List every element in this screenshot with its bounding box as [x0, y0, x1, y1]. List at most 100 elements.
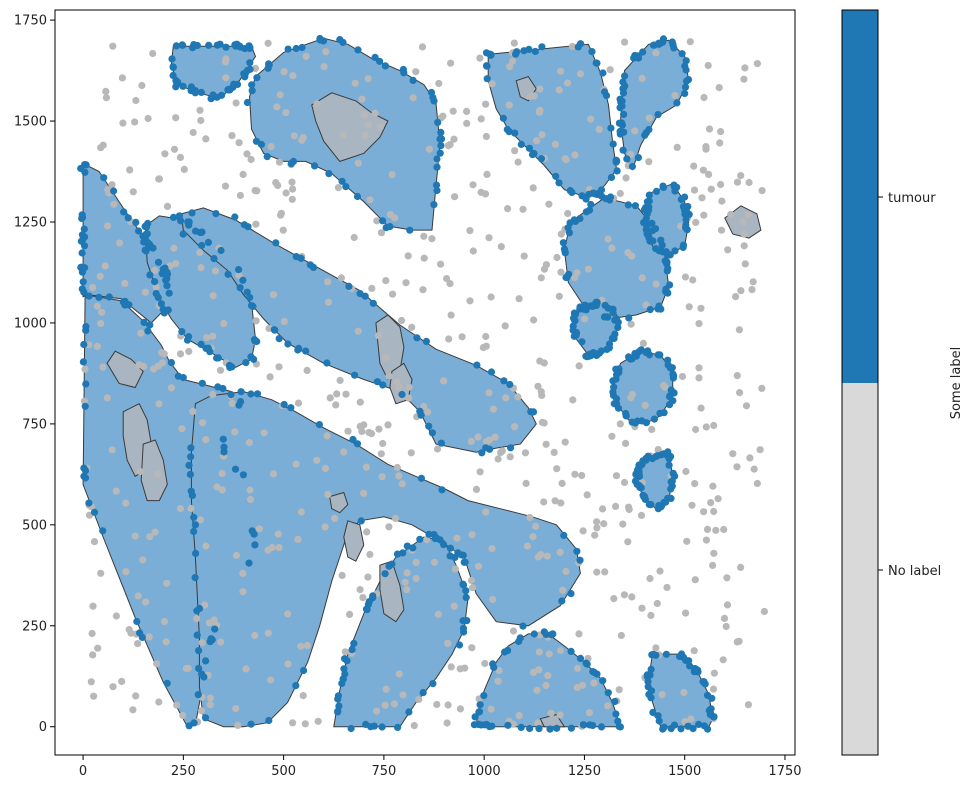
no-label-cell [342, 390, 350, 398]
tumour-cell [248, 81, 256, 89]
no-label-cell [692, 425, 700, 434]
tumour-cell [471, 713, 479, 721]
tumour-cell [400, 69, 408, 77]
tumour-cell [416, 535, 424, 543]
no-label-cell [313, 100, 321, 108]
no-label-cell [405, 394, 413, 402]
no-label-cell [289, 185, 297, 193]
no-label-cell [321, 523, 329, 531]
no-label-cell [136, 467, 144, 476]
no-label-cell [723, 574, 731, 582]
no-label-cell [702, 143, 710, 151]
tumour-cell [85, 499, 93, 507]
no-label-cell [280, 68, 288, 76]
tumour-cell [654, 351, 662, 359]
no-label-cell [551, 497, 559, 505]
no-label-cell [239, 170, 247, 178]
no-label-cell [692, 218, 700, 226]
no-label-cell [621, 38, 629, 46]
no-label-cell [645, 158, 653, 166]
tumour-cell [579, 721, 587, 729]
no-label-cell [682, 609, 690, 617]
tumour-cell [357, 517, 365, 525]
no-label-cell [710, 507, 718, 516]
no-label-cell [108, 446, 116, 454]
tumour-cell [682, 206, 690, 215]
no-label-cell [538, 391, 546, 399]
no-label-cell [485, 389, 493, 397]
tumour-cell [645, 126, 653, 134]
no-label-cell [483, 170, 491, 178]
no-label-cell [197, 707, 206, 715]
tumour-cell [272, 239, 280, 247]
tumour-cell [658, 502, 666, 510]
no-label-cell [581, 315, 589, 323]
tumour-cell [604, 313, 612, 321]
tumour-cell [78, 249, 86, 257]
tumour-cell [198, 379, 206, 387]
tumour-cell [668, 482, 676, 490]
tumour-cell [427, 88, 436, 97]
tumour-cell [120, 208, 128, 216]
tumour-cell [599, 677, 607, 685]
no-label-cell [509, 627, 518, 635]
tumour-cell [152, 290, 160, 298]
tumour-cell [612, 710, 620, 718]
tumour-cell [604, 689, 612, 697]
tumour-cell [224, 270, 232, 278]
no-label-cell [534, 719, 542, 727]
y-tick-label: 1750 [14, 14, 47, 29]
no-label-cell [366, 550, 374, 559]
tumour-cell [625, 314, 633, 322]
tumour-cell [611, 697, 619, 706]
colorbar-title: Some label [949, 347, 964, 419]
tumour-cell [190, 513, 198, 521]
no-label-cell [656, 567, 664, 575]
no-label-cell [591, 531, 599, 539]
no-label-cell [350, 233, 358, 242]
tumour-cell [654, 712, 662, 720]
tumour-cell [80, 472, 88, 480]
tumour-cell [239, 276, 247, 284]
no-label-cell [720, 614, 729, 623]
tumour-cell [668, 38, 676, 46]
tumour-cell [245, 559, 253, 567]
tumour-cell [570, 314, 578, 322]
no-label-cell [717, 226, 726, 234]
tumour-cell [379, 217, 387, 225]
no-label-cell [269, 470, 278, 478]
tumour-cell [645, 203, 653, 211]
no-label-cell [604, 235, 612, 243]
tumour-cell [642, 348, 650, 356]
tumour-cell [671, 472, 679, 480]
no-label-cell [375, 425, 383, 433]
no-label-cell [563, 79, 572, 87]
no-label-cell [199, 419, 207, 427]
tumour-cell [602, 195, 610, 203]
colorbar-label-tumour: tumour [888, 191, 936, 206]
tumour-cell [309, 263, 318, 271]
tumour-cell [679, 243, 687, 251]
tumour-cell [609, 391, 618, 400]
no-label-cell [758, 384, 766, 392]
tumour-cell [99, 527, 107, 535]
no-label-cell [399, 691, 407, 699]
tumour-cell [95, 293, 103, 301]
tumour-cell [500, 377, 508, 385]
no-label-cell [324, 278, 332, 286]
no-label-cell [698, 194, 706, 202]
tumour-cell [179, 82, 187, 90]
no-label-cell [277, 211, 285, 219]
no-label-cell [628, 390, 637, 398]
y-tick-label: 1250 [14, 215, 47, 230]
no-label-cell [445, 335, 453, 343]
no-label-cell [404, 252, 412, 260]
no-label-cell [154, 470, 162, 478]
no-label-cell [81, 365, 89, 373]
tumour-cell [160, 309, 168, 317]
no-label-cell [321, 464, 330, 472]
tumour-cell [169, 71, 177, 80]
tumour-cell [198, 670, 206, 678]
tumour-cell [615, 119, 624, 127]
no-label-cell [363, 528, 371, 536]
